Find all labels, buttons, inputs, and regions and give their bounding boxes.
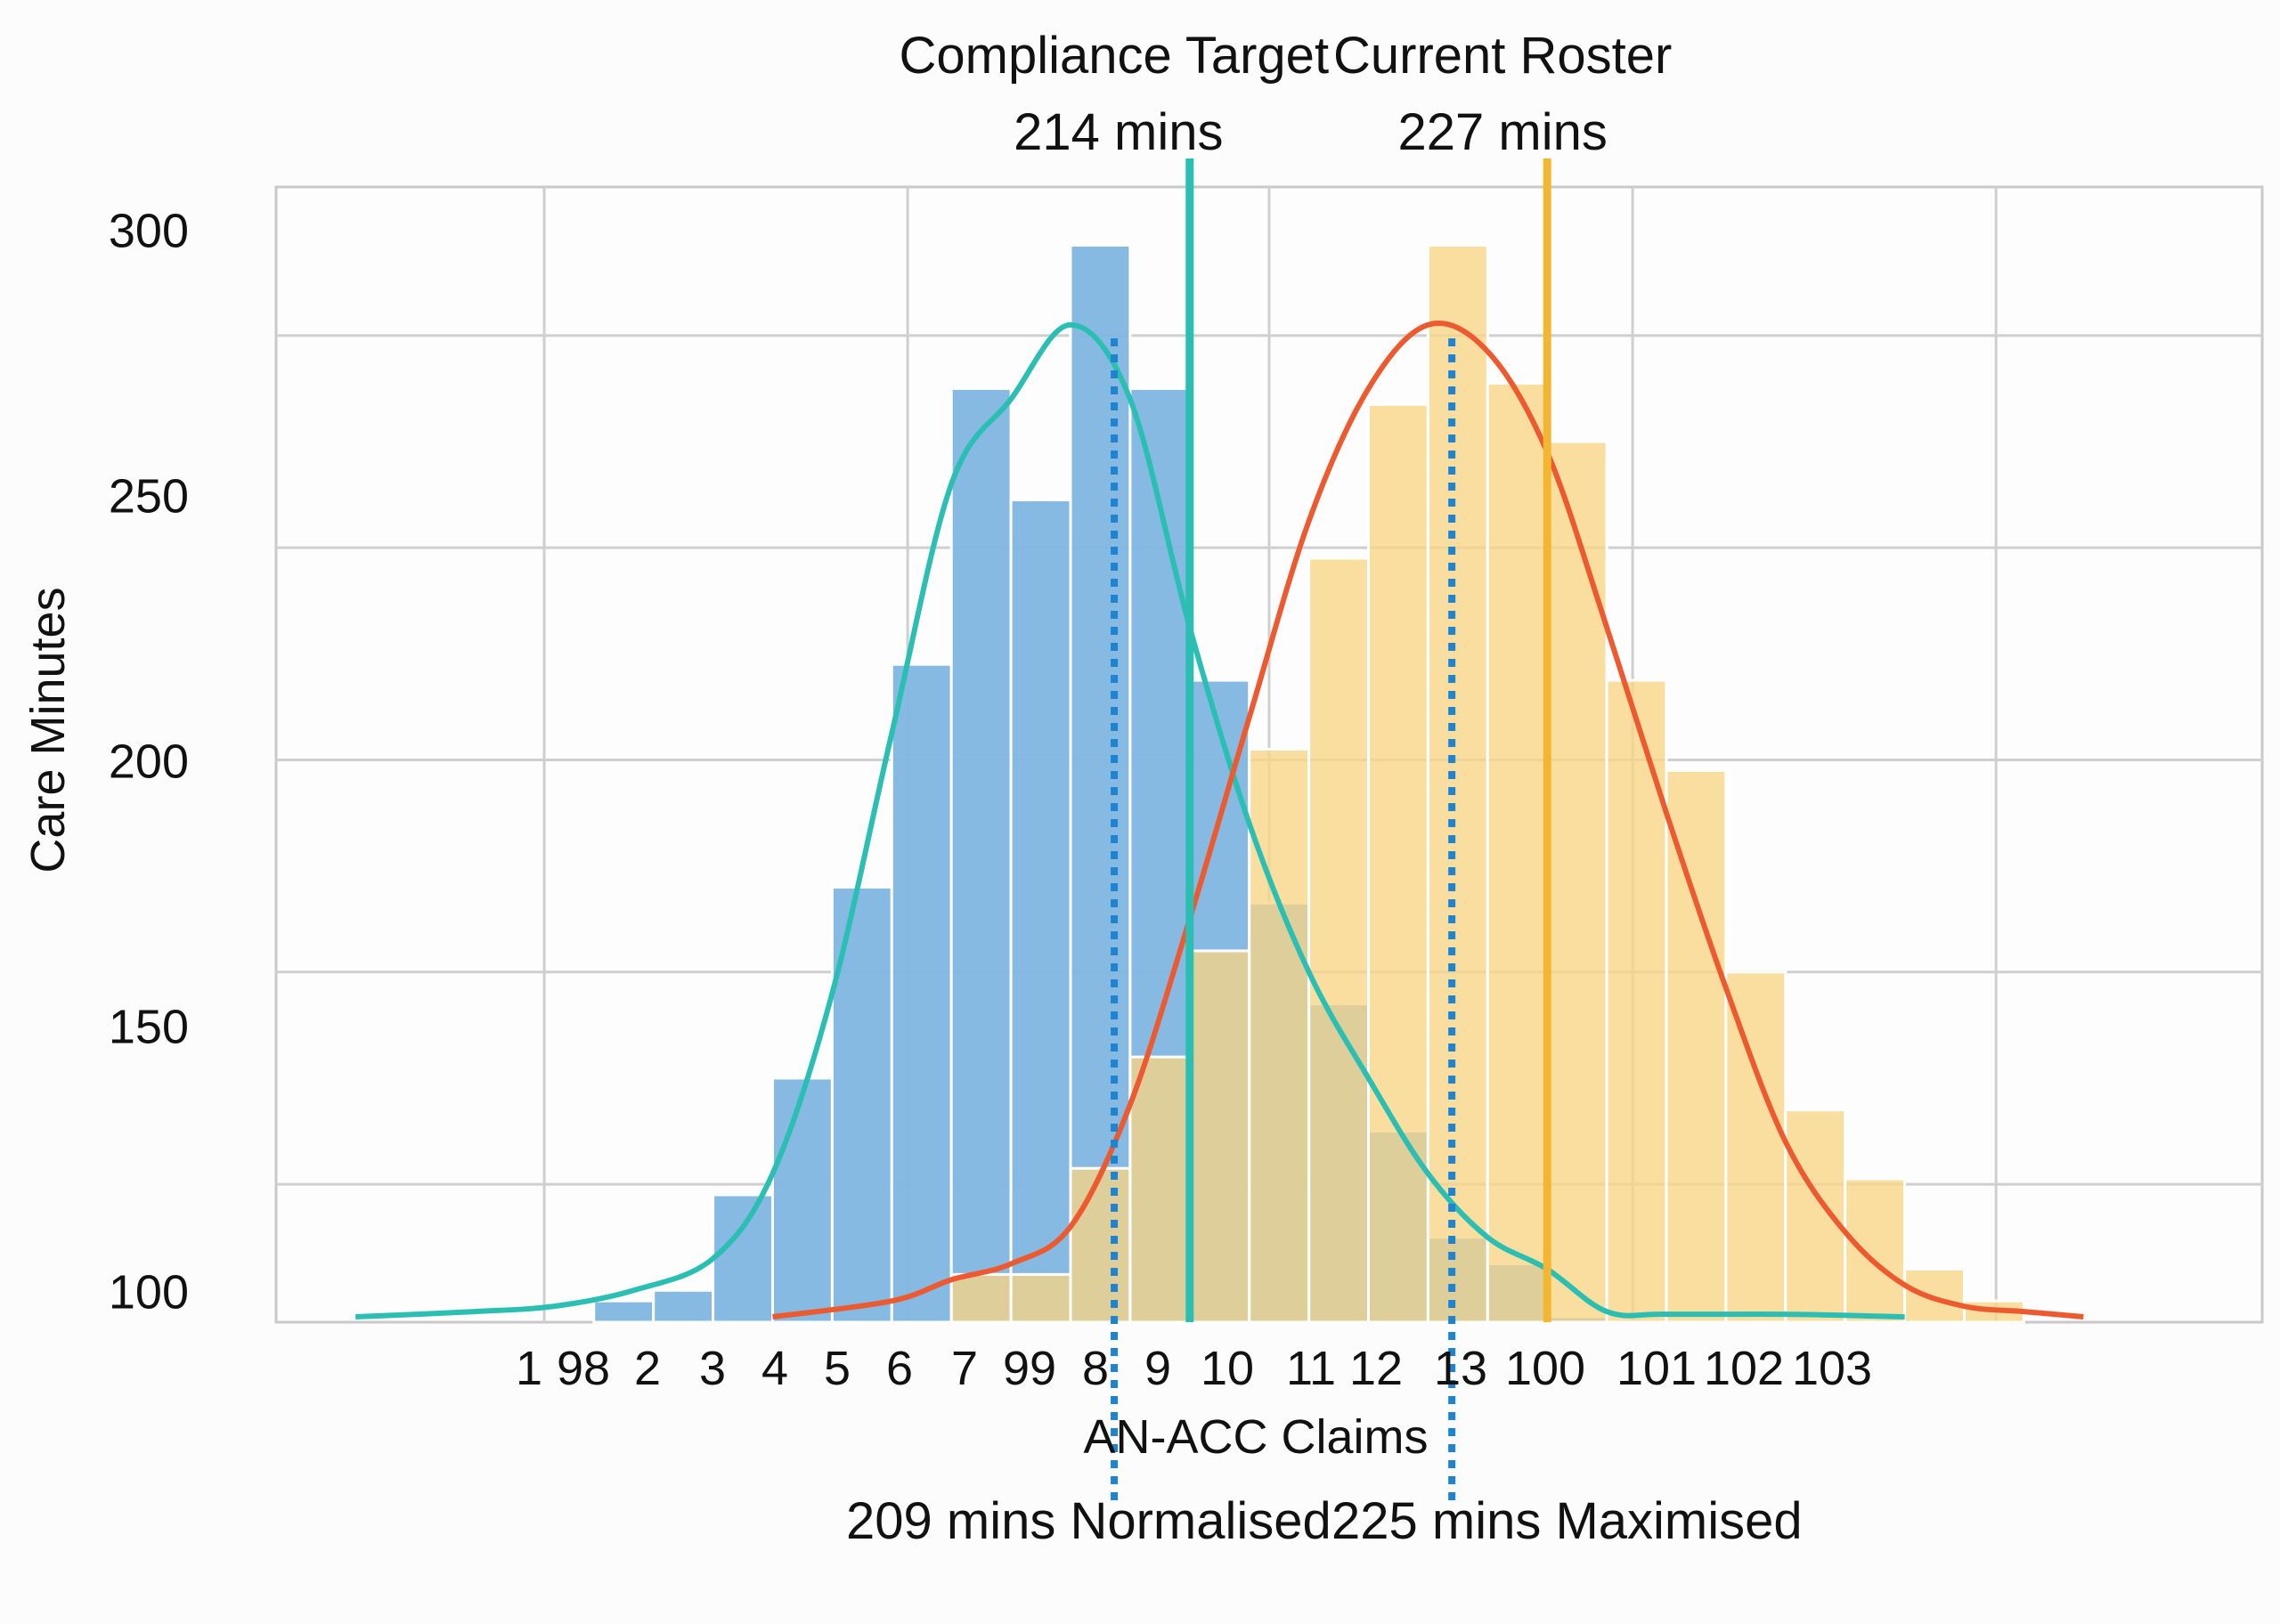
yellow-histogram-bar (1844, 1177, 1907, 1324)
x-tick-label: 100 (1505, 1342, 1585, 1395)
yellow-histogram-bar (1069, 1166, 1132, 1324)
yellow-histogram-bar (1009, 1272, 1072, 1324)
yellow-histogram-bar (1665, 768, 1728, 1324)
y-tick-label: 100 (109, 1265, 189, 1319)
y-tick-label: 200 (109, 735, 189, 788)
reference-label-name: Current Roster (1333, 27, 1672, 85)
y-axis-label: Care Minutes (21, 587, 75, 873)
blue-histogram-bar (949, 386, 1013, 1324)
x-tick-label: 5 (824, 1342, 851, 1395)
x-tick-label: 2 (634, 1342, 661, 1395)
orange-density-curve (772, 321, 2084, 1320)
reference-lines: Compliance Target 214 mins Current Roster 2… (846, 27, 1803, 1550)
blue-histogram-bar (592, 1299, 656, 1324)
x-tick-label: 1 (516, 1342, 542, 1395)
x-tick-label: 10 (1201, 1342, 1254, 1395)
x-tick-label: 99 (1003, 1342, 1056, 1395)
blue-histogram-bar (652, 1288, 715, 1324)
x-tick-label: 7 (951, 1342, 978, 1395)
reference-label-value: 214 mins (1014, 103, 1223, 161)
x-tick-label: 6 (886, 1342, 913, 1395)
x-tick-label: 9 (1144, 1342, 1171, 1395)
yellow-histogram-bar (949, 1272, 1013, 1324)
y-tick-label: 150 (109, 1000, 189, 1053)
blue-histogram-bar (1069, 244, 1132, 1324)
x-tick-label: 12 (1349, 1342, 1403, 1395)
yellow-histogram-bar (1545, 440, 1608, 1324)
yellow-histogram-bar (1724, 970, 1787, 1324)
x-tick-label: 4 (761, 1342, 788, 1395)
y-tick-label: 300 (109, 205, 189, 258)
normalised-label: 209 mins Normalised (846, 1492, 1331, 1550)
tick-labels: 100 150 200 250 300 1 98 2 3 4 5 6 7 99 8 9 10 11 12 13 100 1… (109, 205, 1872, 1395)
reference-label-name: Compliance Target (900, 27, 1330, 85)
x-tick-label: 103 (1792, 1342, 1872, 1395)
blue-histogram-bar (771, 1076, 834, 1324)
x-tick-label: 98 (557, 1342, 610, 1395)
yellow-histogram-bar (1486, 381, 1549, 1324)
x-tick-label: 101 (1616, 1342, 1697, 1395)
yellow-histogram-bar (1903, 1267, 1966, 1324)
blue-histogram-bar (1009, 499, 1072, 1324)
x-tick-label: 8 (1082, 1342, 1109, 1395)
x-tick-label: 11 (1286, 1342, 1336, 1395)
y-tick-label: 250 (109, 470, 189, 524)
histogram-bars (592, 244, 2025, 1324)
x-tick-label: 3 (699, 1342, 726, 1395)
yellow-histogram-bar (1426, 244, 1489, 1324)
x-tick-label: 102 (1704, 1342, 1784, 1395)
reference-label-value: 227 mins (1398, 103, 1608, 161)
maximised-label: 225 mins Maximised (1331, 1492, 1803, 1550)
yellow-histogram-bar (1188, 949, 1251, 1324)
blue-histogram-bar (890, 662, 953, 1324)
yellow-histogram-bar (1248, 748, 1311, 1324)
x-axis-label: AN-ACC Claims (1083, 1410, 1428, 1464)
blue-histogram-bar (712, 1193, 774, 1324)
yellow-histogram-bar (1784, 1108, 1847, 1324)
yellow-histogram-bar (1128, 1055, 1192, 1324)
x-tick-label: 13 (1434, 1342, 1487, 1395)
yellow-histogram-bar (1307, 556, 1370, 1324)
yellow-histogram-bar (1367, 402, 1429, 1324)
